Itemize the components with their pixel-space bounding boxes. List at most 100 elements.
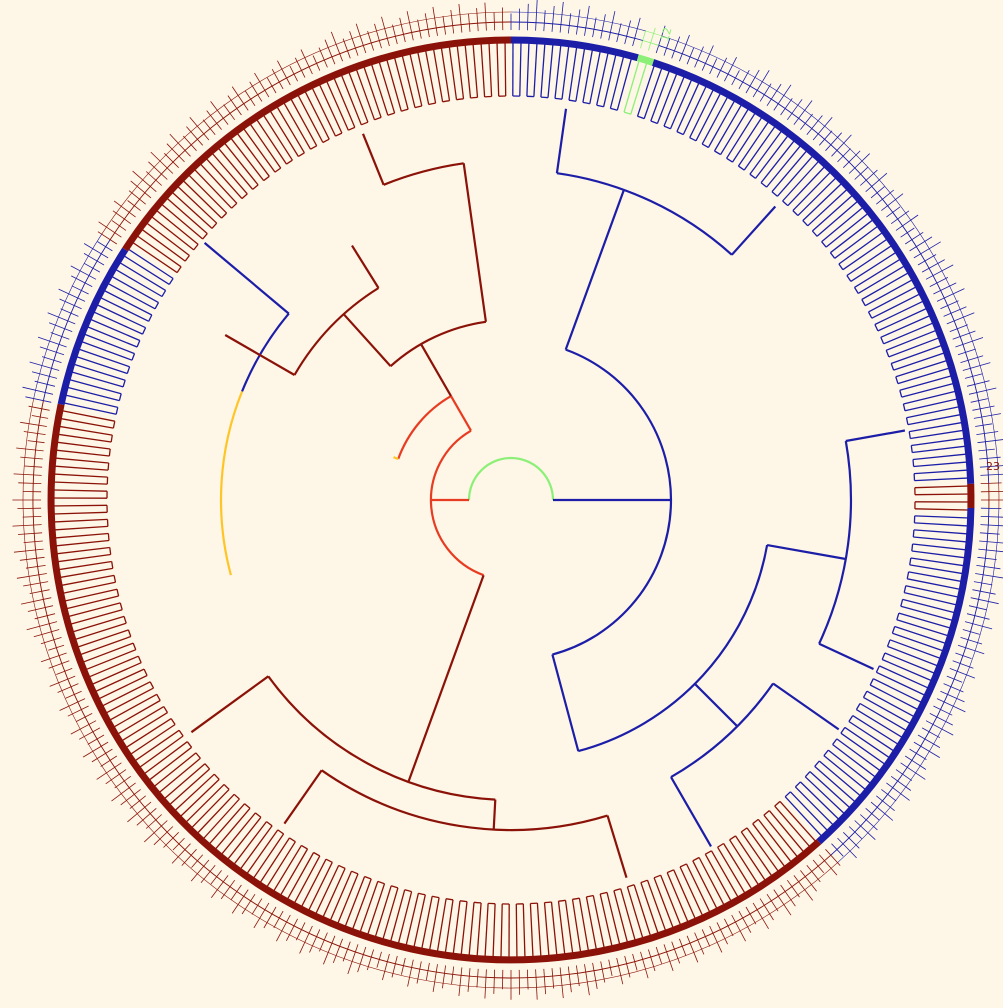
- leaf-stem: [488, 38, 493, 97]
- leaf-join: [613, 888, 621, 892]
- leaf-stem: [519, 38, 522, 97]
- branch-arc: [467, 456, 555, 501]
- label-tick: [299, 925, 313, 954]
- leaf-stem: [701, 92, 731, 145]
- label-tick: [527, 969, 529, 990]
- leaf-join: [679, 863, 687, 868]
- leaf-stem: [49, 518, 108, 523]
- leaf-join: [223, 783, 230, 790]
- label-tick: [962, 362, 991, 371]
- label-tick: [97, 241, 113, 252]
- leaf-stem: [237, 825, 273, 873]
- label-tick: [249, 81, 263, 102]
- label-tick: [37, 336, 67, 348]
- leaf-stem: [57, 409, 115, 422]
- leaf-stem: [729, 839, 762, 889]
- leaf-stem: [779, 800, 820, 846]
- branch-stem: [407, 574, 485, 783]
- label-tick: [812, 116, 833, 141]
- leaf-join: [568, 99, 577, 102]
- label-tick: [60, 308, 79, 317]
- leaf-label-12: 12: [658, 26, 674, 43]
- leaf-stem: [914, 515, 973, 519]
- leaf-join: [252, 184, 259, 190]
- label-tick: [837, 148, 851, 163]
- leaf-join: [701, 143, 709, 149]
- outer-ring: [510, 21, 643, 41]
- leaf-stem: [760, 136, 798, 184]
- leaf-stem: [324, 76, 349, 131]
- leaf-join: [241, 193, 248, 200]
- leaf-join: [771, 191, 778, 197]
- leaf-stem: [900, 605, 957, 623]
- label-tick: [171, 843, 191, 864]
- branch-arc: [429, 429, 484, 577]
- leaf-stem: [71, 354, 128, 375]
- leaf-stem: [126, 723, 176, 758]
- leaf-stem: [887, 645, 942, 669]
- leaf-stem: [568, 42, 578, 101]
- leaf-stem: [599, 893, 614, 951]
- leaf-stem: [874, 298, 928, 326]
- label-tick: [936, 288, 965, 302]
- leaf-join: [254, 812, 262, 818]
- label-tick: [200, 865, 216, 884]
- leaf-stem: [893, 350, 949, 371]
- leaf-join: [666, 869, 674, 874]
- leaf-join: [875, 665, 880, 673]
- label-tick: [952, 330, 976, 340]
- leaf-stem: [342, 876, 366, 931]
- leaf-stem: [682, 81, 709, 135]
- leaf-stem: [81, 649, 137, 672]
- leaf-stem: [64, 602, 121, 619]
- leaf-stem: [623, 56, 641, 113]
- leaf-stem: [135, 735, 184, 771]
- leaf-stem: [492, 903, 496, 962]
- leaf-stem: [218, 812, 256, 859]
- leaf-stem: [56, 417, 114, 429]
- leaf-join: [663, 125, 671, 130]
- label-tick: [786, 879, 800, 898]
- label-tick: [976, 431, 999, 435]
- leaf-join: [301, 844, 308, 850]
- label-tick: [391, 955, 398, 978]
- label-tick: [551, 5, 555, 32]
- leaf-stem: [650, 66, 672, 122]
- leaf-stem: [448, 42, 458, 100]
- leaf-stem: [907, 578, 965, 591]
- leaf-join: [905, 417, 909, 425]
- leaf-stem: [640, 882, 661, 938]
- leaf-join: [896, 612, 900, 620]
- leaf-join: [749, 173, 756, 179]
- leaf-stem: [787, 163, 829, 207]
- label-tick: [98, 221, 122, 238]
- leaf-stem: [270, 845, 302, 896]
- label-tick: [416, 961, 422, 984]
- label-tick: [266, 77, 277, 94]
- leaf-join: [890, 363, 895, 371]
- label-tick: [332, 938, 343, 964]
- label-tick: [818, 130, 833, 146]
- label-tick: [979, 532, 1000, 535]
- leaf-stem: [86, 317, 141, 342]
- leaf-join: [221, 212, 228, 219]
- label-tick: [48, 322, 73, 332]
- label-tick: [943, 306, 967, 317]
- leaf-stem: [247, 120, 282, 169]
- label-tick: [48, 660, 70, 669]
- leaf-stem: [911, 550, 970, 559]
- leaf-stem: [234, 129, 270, 177]
- leaf-stem: [83, 324, 138, 348]
- label-tick: [271, 69, 284, 90]
- leaf-stem: [128, 239, 178, 274]
- label-tick: [22, 386, 54, 395]
- branch-arc: [397, 395, 452, 460]
- leaf-stem: [188, 788, 230, 832]
- label-tick: [881, 789, 897, 802]
- leaf-stem: [171, 773, 215, 815]
- leaf-stem: [848, 720, 898, 754]
- leaf-join: [846, 275, 852, 282]
- label-tick: [904, 755, 927, 770]
- leaf-join: [891, 626, 896, 634]
- leaf-join: [784, 791, 791, 798]
